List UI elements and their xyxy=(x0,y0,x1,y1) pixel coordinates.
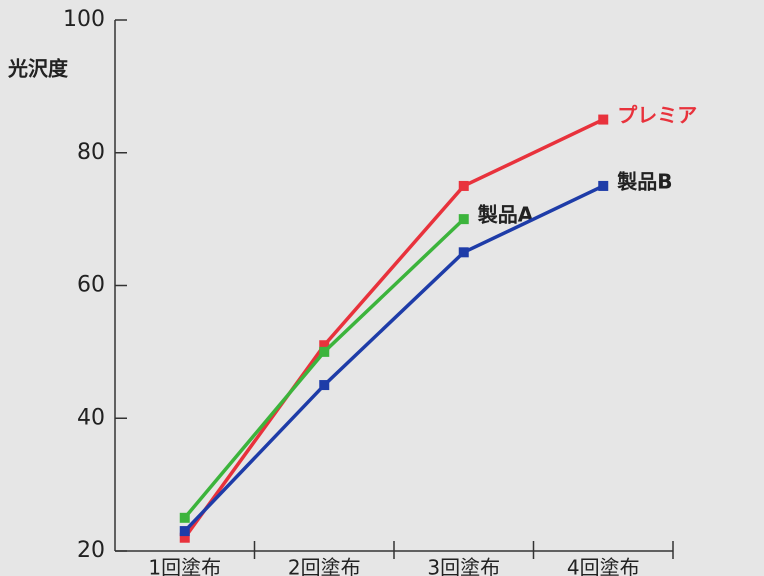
point xyxy=(319,346,330,357)
x-tick-label: 1回塗布 xyxy=(148,556,221,576)
y-tick-label: 80 xyxy=(77,140,105,165)
point xyxy=(179,512,190,523)
point xyxy=(458,247,469,258)
series-line xyxy=(183,184,605,533)
series-label: 製品B xyxy=(617,169,672,193)
series-line xyxy=(183,117,605,539)
y-axis-label: 光沢度 xyxy=(7,57,69,81)
y-tick-label: 100 xyxy=(63,7,105,32)
x-tick-label: 2回塗布 xyxy=(288,556,361,576)
y-tick-label: 20 xyxy=(77,538,105,563)
point xyxy=(598,114,609,125)
point xyxy=(319,340,330,351)
point xyxy=(458,214,469,225)
point xyxy=(179,532,190,543)
x-tick-label: 4回塗布 xyxy=(567,556,640,576)
y-tick-label: 60 xyxy=(77,273,105,298)
point xyxy=(179,526,190,537)
y-tick-label: 40 xyxy=(77,405,105,430)
point xyxy=(319,380,330,391)
point xyxy=(598,180,609,191)
point xyxy=(458,180,469,191)
x-tick-label: 3回塗布 xyxy=(427,556,500,576)
series-label: プレミア xyxy=(617,103,697,127)
